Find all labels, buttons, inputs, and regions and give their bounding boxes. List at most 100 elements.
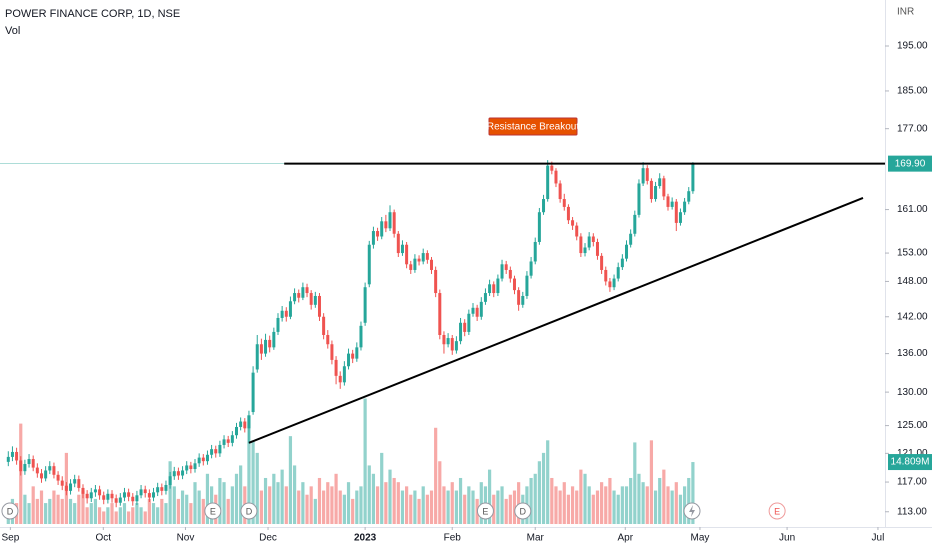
candle-body bbox=[85, 493, 89, 499]
candle-body bbox=[73, 479, 77, 484]
volume-bar bbox=[355, 490, 359, 524]
candle-body bbox=[313, 295, 317, 305]
event-label: D bbox=[7, 506, 14, 516]
volume-bar bbox=[305, 494, 309, 524]
candle-body bbox=[396, 233, 400, 254]
volume-bar bbox=[301, 482, 305, 524]
candle-body bbox=[247, 415, 251, 429]
candle-body bbox=[595, 241, 599, 256]
volume-bar bbox=[691, 462, 695, 524]
volume-bar bbox=[230, 486, 234, 524]
candle-body bbox=[649, 180, 653, 200]
candle-body bbox=[363, 287, 367, 323]
volume-bar bbox=[77, 494, 81, 524]
volume-bar bbox=[670, 490, 674, 524]
volume-bar bbox=[139, 507, 143, 524]
volume-bar bbox=[633, 442, 637, 524]
volume-bar bbox=[93, 498, 98, 524]
candle-body bbox=[533, 241, 537, 262]
volume-bar bbox=[56, 494, 60, 524]
volume-bar bbox=[180, 490, 185, 524]
volume-bar bbox=[583, 473, 587, 524]
volume-bar bbox=[662, 469, 666, 524]
volume-bar bbox=[135, 503, 139, 524]
volume-bar bbox=[309, 486, 313, 524]
volume-bar bbox=[39, 490, 44, 524]
candle-body bbox=[450, 338, 454, 351]
volume-bar bbox=[272, 473, 276, 524]
volume-title: Vol bbox=[5, 25, 20, 37]
volume-bar bbox=[48, 498, 52, 524]
candle-body bbox=[446, 338, 450, 345]
volume-bar bbox=[666, 486, 670, 524]
candle-body bbox=[297, 293, 301, 298]
y-tick-label: 148.00 bbox=[897, 276, 928, 287]
y-tick-label: 121.00 bbox=[897, 448, 928, 459]
volume-bar bbox=[122, 503, 127, 524]
volume-bar bbox=[384, 482, 388, 524]
candle-body bbox=[658, 178, 662, 187]
volume-bar bbox=[172, 486, 176, 524]
volume-bar bbox=[678, 494, 683, 524]
candle-body bbox=[471, 307, 475, 314]
x-tick-label: Feb bbox=[444, 533, 462, 544]
volume-bar bbox=[89, 503, 93, 524]
candle-body bbox=[417, 258, 421, 262]
event-icon bbox=[768, 502, 786, 520]
volume-bar bbox=[313, 498, 317, 524]
price-badge bbox=[888, 155, 932, 172]
volume-layer bbox=[6, 398, 695, 524]
volume-bar bbox=[197, 490, 201, 524]
volume-badge bbox=[888, 454, 932, 471]
candle-body bbox=[442, 334, 446, 345]
volume-bar bbox=[591, 494, 595, 524]
candle-body bbox=[342, 366, 346, 383]
candle-body bbox=[508, 269, 512, 279]
candle-body bbox=[504, 264, 508, 270]
candle-body bbox=[537, 212, 541, 242]
candle-body bbox=[616, 267, 620, 279]
volume-bar bbox=[247, 415, 251, 524]
volume-bar bbox=[342, 494, 346, 524]
volume-bar bbox=[23, 494, 27, 524]
candle-body bbox=[525, 275, 529, 296]
candle-body bbox=[44, 470, 48, 479]
volume-bar bbox=[97, 507, 102, 524]
volume-bar bbox=[81, 490, 85, 524]
volume-bar bbox=[334, 473, 338, 524]
candle-body bbox=[612, 278, 616, 288]
candle-body bbox=[122, 492, 126, 498]
candle-body bbox=[264, 339, 268, 354]
candle-body bbox=[500, 264, 504, 279]
candle-body bbox=[351, 353, 355, 359]
price-badge-label: 169.90 bbox=[895, 158, 926, 169]
candle-body bbox=[479, 301, 483, 317]
candle-body bbox=[338, 375, 342, 383]
volume-bar bbox=[292, 465, 297, 524]
event-label: E bbox=[482, 506, 488, 516]
candle-body bbox=[189, 465, 193, 470]
candle-body bbox=[388, 212, 392, 229]
volume-bar bbox=[537, 461, 541, 524]
candle-body bbox=[243, 421, 247, 429]
volume-bar bbox=[417, 498, 421, 524]
volume-bar bbox=[487, 469, 492, 524]
candle-body bbox=[15, 451, 19, 461]
candle-body bbox=[380, 221, 384, 237]
volume-bar bbox=[251, 440, 255, 524]
x-tick-label: Nov bbox=[177, 533, 195, 544]
chart-title: POWER FINANCE CORP, 1D, NSE bbox=[5, 8, 180, 20]
volume-bar bbox=[114, 511, 118, 524]
volume-bar bbox=[517, 482, 521, 524]
candle-body bbox=[521, 295, 525, 305]
x-tick-label: Jun bbox=[779, 533, 795, 544]
volume-bar bbox=[554, 486, 558, 524]
volume-bar bbox=[160, 498, 164, 524]
candle-body bbox=[405, 244, 409, 265]
volume-bar bbox=[222, 482, 226, 524]
volume-bar bbox=[85, 507, 89, 524]
y-tick-label: 142.00 bbox=[897, 311, 928, 322]
volume-bar bbox=[164, 503, 168, 524]
candle-body bbox=[670, 201, 674, 207]
